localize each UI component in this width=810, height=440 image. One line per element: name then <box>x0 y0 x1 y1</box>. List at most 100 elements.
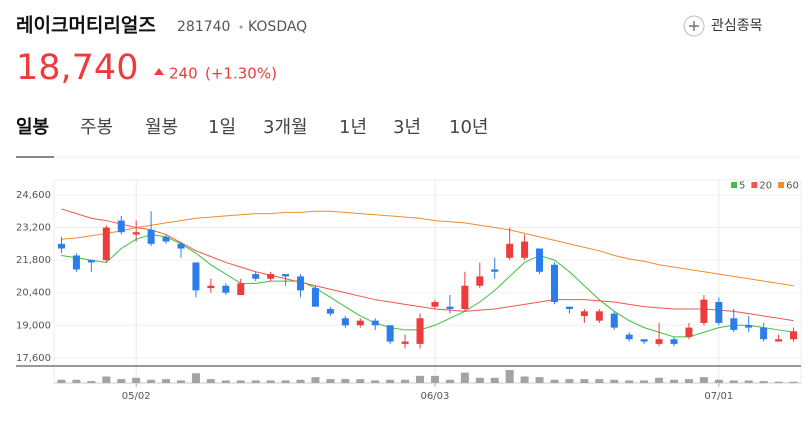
tabs: 일봉 주봉 월봉 1일 3개월 1년 3년 10년 <box>16 117 488 158</box>
volume-bar <box>296 379 305 383</box>
separator-dot <box>239 25 243 29</box>
candle-body <box>237 283 245 296</box>
volume-bar <box>640 380 649 383</box>
volume-bar <box>729 380 738 383</box>
x-tick-label: 05/02 <box>122 391 151 402</box>
volume-bar <box>311 377 320 383</box>
candle-body <box>326 308 334 314</box>
volume-bar <box>744 380 753 383</box>
volume-bar <box>670 379 679 383</box>
tab[interactable]: 10년 <box>449 117 488 138</box>
candle-body <box>371 320 379 326</box>
candle-body <box>192 262 200 291</box>
volume-bar <box>206 379 215 383</box>
volume-bar <box>475 377 484 383</box>
moving-average-line <box>61 210 794 287</box>
volume-bar <box>266 380 275 383</box>
tab[interactable]: 일봉 <box>16 117 49 138</box>
y-tick-label: 20,400 <box>16 288 51 299</box>
volume-bar <box>580 379 589 383</box>
candle-body <box>506 243 514 258</box>
candle-body <box>476 276 484 286</box>
volume-bar <box>535 377 544 383</box>
legend-label: 20 <box>759 181 772 192</box>
volume-bar <box>520 376 529 383</box>
candle-body <box>550 264 558 303</box>
candle-body <box>252 274 260 279</box>
market: KOSDAQ <box>248 19 307 35</box>
y-tick-label: 24,600 <box>16 190 51 201</box>
volume-bar <box>326 379 335 383</box>
candle-body <box>745 325 753 328</box>
candle-body <box>715 302 723 323</box>
chart: 17,600 19,000 20,400 21,800 23,200 24,600 05/0… <box>16 179 802 402</box>
tab[interactable]: 주봉 <box>80 117 113 138</box>
volume-bar <box>147 379 156 383</box>
volume-bar <box>655 377 664 383</box>
candle-body <box>416 318 424 344</box>
watch-label: 관심종목 <box>711 18 763 34</box>
candle-body <box>655 339 663 344</box>
x-tick-label: 06/03 <box>421 391 450 402</box>
volume-bar <box>490 377 499 383</box>
volume-bar <box>774 381 783 383</box>
candle-body <box>790 331 798 340</box>
volume-bar <box>699 377 708 383</box>
candle-body <box>565 306 573 309</box>
volume-bar <box>341 379 350 383</box>
change: 240 <box>169 65 198 83</box>
volume-bar <box>132 377 141 383</box>
candle-body <box>595 311 603 321</box>
candle-body <box>297 276 305 291</box>
candle-body <box>162 236 170 242</box>
stock-code: 281740 <box>177 19 230 35</box>
candle-body <box>491 269 499 272</box>
candle-body <box>431 302 439 307</box>
volume-bar <box>445 379 454 383</box>
candle-body <box>117 220 125 233</box>
candle-body <box>670 339 678 344</box>
volume-bar <box>356 379 365 383</box>
volume-bar <box>430 375 439 383</box>
volume-bar <box>236 380 245 383</box>
volume-bar <box>221 380 230 383</box>
tab[interactable]: 월봉 <box>145 117 178 138</box>
volume-bar <box>505 370 514 383</box>
candle-body <box>580 311 588 316</box>
tab[interactable]: 1년 <box>339 117 367 138</box>
candle-body <box>222 285 230 293</box>
tab[interactable]: 3개월 <box>263 117 308 138</box>
volume-bar <box>72 379 81 383</box>
volume-bar <box>191 373 200 383</box>
candle-body <box>730 318 738 330</box>
watch-button[interactable]: 관심종목 <box>683 15 763 37</box>
candle-body <box>536 248 544 272</box>
stock-name: 레이크머티리얼즈 <box>16 15 156 37</box>
candle-body <box>461 285 469 309</box>
y-tick-label: 19,000 <box>16 320 51 331</box>
candle-body <box>341 318 349 326</box>
x-tick-label: 07/01 <box>704 391 733 402</box>
volume-bar <box>57 379 66 383</box>
plus-circle <box>683 15 705 37</box>
volume-bar <box>625 380 634 383</box>
moving-average-line <box>61 208 794 322</box>
volume-bar <box>759 381 768 383</box>
tab[interactable]: 3년 <box>393 117 421 138</box>
candle-body <box>356 320 364 326</box>
candle-body <box>282 274 290 277</box>
candle-body <box>102 227 110 261</box>
legend-swatch <box>731 182 737 188</box>
candle-body <box>147 229 155 244</box>
y-tick-label: 23,200 <box>16 223 51 234</box>
candle-body <box>386 325 394 342</box>
tab[interactable]: 1일 <box>208 117 236 138</box>
volume-bar <box>460 372 469 383</box>
candle-body <box>401 341 409 344</box>
volume-bar <box>162 379 171 383</box>
candle-body <box>132 232 140 235</box>
candle-body <box>267 274 275 279</box>
volume-bar <box>610 379 619 383</box>
volume-bar <box>386 379 395 383</box>
